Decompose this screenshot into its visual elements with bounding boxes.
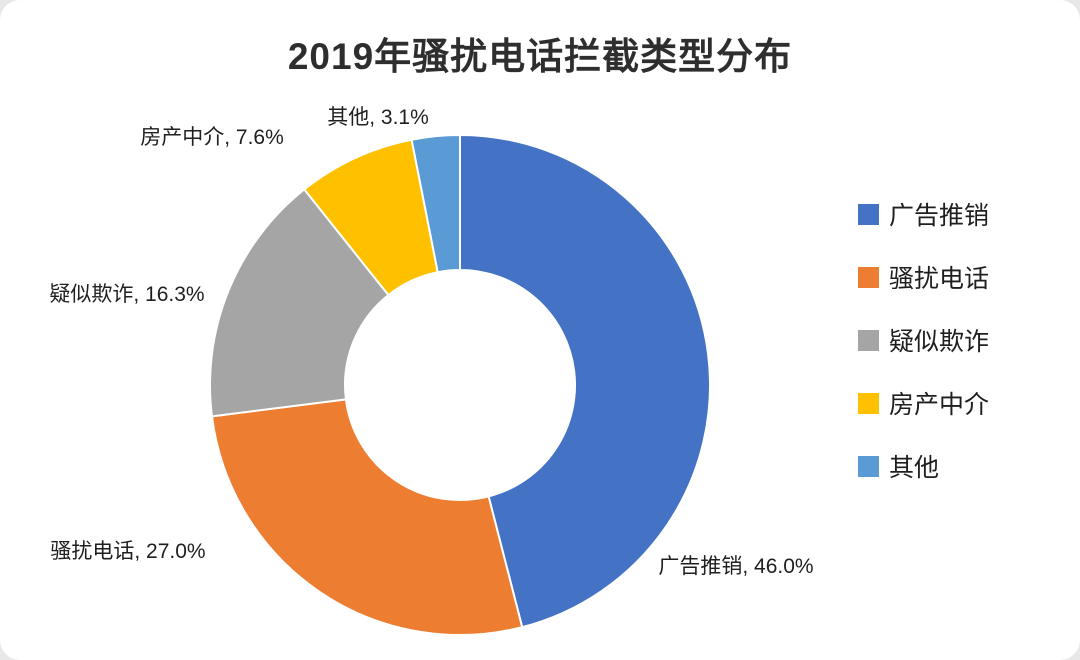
legend-swatch-icon: [858, 455, 879, 477]
data-label-harassing-calls: 骚扰电话, 27.0%: [50, 540, 206, 563]
data-label-ad-marketing: 广告推销, 46.0%: [658, 555, 814, 578]
legend-swatch-icon: [858, 392, 879, 414]
legend-item-harassing-calls: 骚扰电话: [858, 259, 989, 295]
legend-item-suspected-fraud: 疑似欺诈: [858, 322, 989, 358]
legend-item-other: 其他: [858, 448, 989, 484]
legend-label: 骚扰电话: [889, 265, 990, 293]
chart-legend: 广告推销 骚扰电话 疑似欺诈 房产中介 其他: [858, 196, 989, 484]
legend-item-ad-marketing: 广告推销: [858, 196, 989, 232]
legend-label: 疑似欺诈: [889, 328, 990, 356]
legend-label: 广告推销: [889, 202, 990, 230]
data-label-real-estate-agent: 房产中介, 7.6%: [140, 126, 284, 149]
data-label-other: 其他, 3.1%: [327, 106, 429, 129]
legend-swatch-icon: [858, 266, 879, 288]
legend-label: 其他: [889, 454, 940, 482]
legend-swatch-icon: [858, 329, 879, 351]
legend-swatch-icon: [858, 203, 879, 225]
donut-slice-2: [209, 187, 390, 418]
legend-label: 房产中介: [889, 391, 990, 419]
donut-slice-4: [410, 133, 461, 274]
chart-title: 2019年骚扰电话拦截类型分布: [287, 36, 793, 77]
donut-slice-0: [459, 133, 712, 629]
donut-slice-1: [210, 398, 524, 636]
data-label-suspected-fraud: 疑似欺诈, 16.3%: [49, 283, 205, 306]
legend-item-real-estate-agent: 房产中介: [858, 385, 989, 421]
